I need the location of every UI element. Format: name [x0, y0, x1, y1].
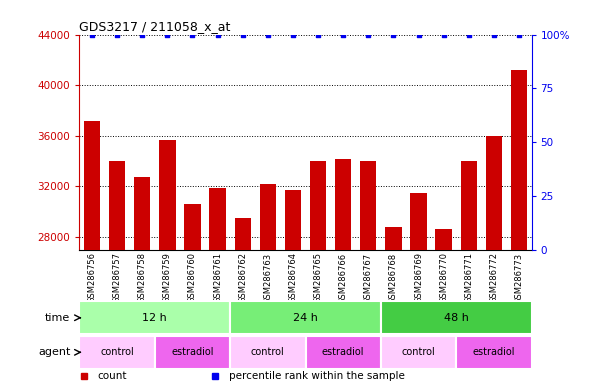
- Text: control: control: [100, 347, 134, 358]
- Bar: [335, 159, 351, 384]
- Bar: [260, 184, 276, 384]
- Bar: [436, 229, 452, 384]
- Text: 48 h: 48 h: [444, 313, 469, 323]
- Bar: [306, 336, 381, 369]
- Point: [514, 31, 524, 38]
- Bar: [235, 218, 251, 384]
- Text: estradiol: estradiol: [322, 347, 364, 358]
- Point: [163, 31, 172, 38]
- Text: count: count: [98, 371, 127, 381]
- Point: [439, 31, 448, 38]
- Bar: [230, 301, 381, 334]
- Bar: [411, 193, 426, 384]
- Point: [87, 31, 97, 38]
- Point: [188, 31, 197, 38]
- Bar: [84, 121, 100, 384]
- Point: [112, 31, 122, 38]
- Text: time: time: [45, 313, 70, 323]
- Bar: [456, 336, 532, 369]
- Point: [464, 31, 474, 38]
- Bar: [185, 204, 200, 384]
- Bar: [360, 161, 376, 384]
- Point: [137, 31, 147, 38]
- Point: [213, 31, 222, 38]
- Point: [238, 31, 247, 38]
- Text: control: control: [401, 347, 436, 358]
- Point: [389, 31, 398, 38]
- Bar: [511, 70, 527, 384]
- Text: 24 h: 24 h: [293, 313, 318, 323]
- Bar: [134, 177, 150, 384]
- Text: agent: agent: [38, 347, 70, 358]
- Point: [313, 31, 323, 38]
- Bar: [310, 161, 326, 384]
- Text: estradiol: estradiol: [473, 347, 515, 358]
- Point: [489, 31, 499, 38]
- Point: [414, 31, 423, 38]
- Bar: [109, 161, 125, 384]
- Point: [263, 31, 273, 38]
- Text: percentile rank within the sample: percentile rank within the sample: [229, 371, 404, 381]
- Bar: [230, 336, 306, 369]
- Bar: [381, 301, 532, 334]
- Bar: [285, 190, 301, 384]
- Text: control: control: [251, 347, 285, 358]
- Bar: [159, 139, 175, 384]
- Bar: [79, 336, 155, 369]
- Text: estradiol: estradiol: [171, 347, 214, 358]
- Bar: [486, 136, 502, 384]
- Point: [338, 31, 348, 38]
- Text: 12 h: 12 h: [142, 313, 167, 323]
- Bar: [79, 301, 230, 334]
- Text: GDS3217 / 211058_x_at: GDS3217 / 211058_x_at: [79, 20, 231, 33]
- Bar: [210, 188, 225, 384]
- Point: [288, 31, 298, 38]
- Bar: [461, 161, 477, 384]
- Bar: [386, 227, 401, 384]
- Bar: [155, 336, 230, 369]
- Point: [364, 31, 373, 38]
- Bar: [381, 336, 456, 369]
